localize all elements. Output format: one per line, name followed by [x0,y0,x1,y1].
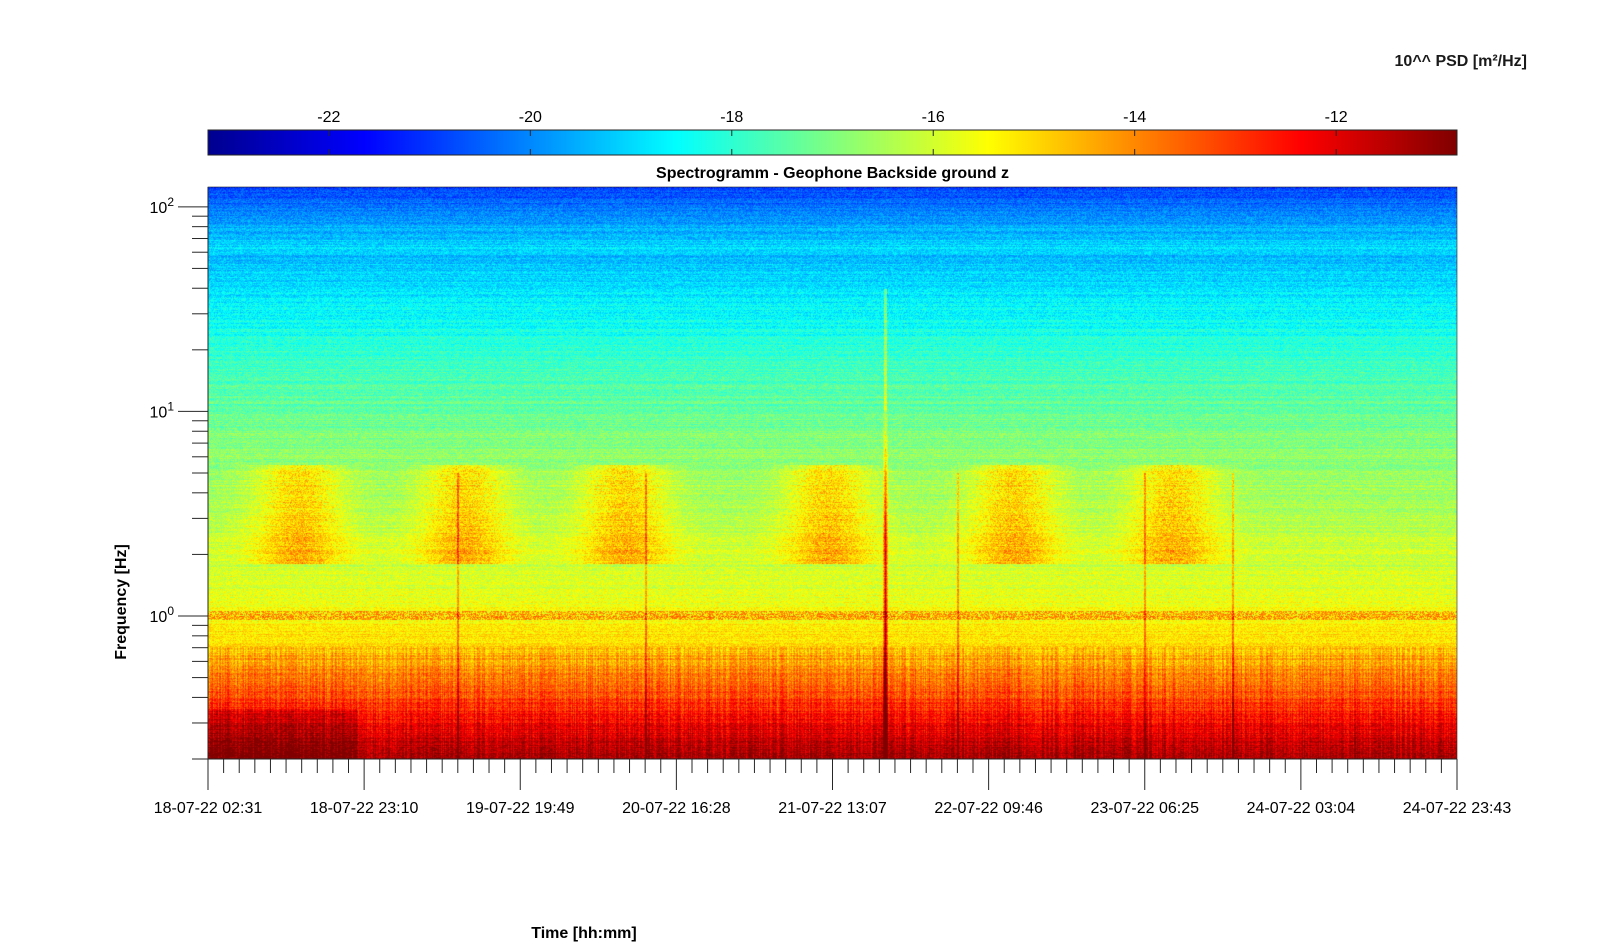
y-axis: 100 101 102 [150,187,209,760]
x-tick-label: 24-07-22 03:04 [1247,800,1356,817]
x-axis: 18-07-22 02:31 18-07-22 23:10 19-07-22 19:… [154,758,1512,817]
colorbar-tick-label: -18 [720,109,743,126]
colorbar-tick-label: -14 [1123,109,1146,126]
colorbar-gradient [207,129,1458,156]
colorbar-unit-label: 10^^ PSD [m²/Hz] [1394,53,1527,70]
x-tick-label: 20-07-22 16:28 [622,800,731,817]
x-axis-label: Time [hh:mm] [531,925,636,942]
colorbar-ticks: -22 -20 -18 -16 -14 -12 [317,109,1348,155]
x-tick-label: 24-07-22 23:43 [1403,800,1512,817]
colorbar: -22 -20 -18 -16 -14 -12 [207,109,1458,156]
x-tick-label: 18-07-22 23:10 [310,800,419,817]
colorbar-tick-label: -16 [922,109,945,126]
colorbar-tick-label: -12 [1325,109,1348,126]
x-tick-label: 18-07-22 02:31 [154,800,263,817]
y-tick-label: 102 [150,195,175,217]
y-tick-label: 101 [150,399,175,421]
y-axis-label: Frequency [Hz] [113,544,130,660]
x-tick-label: 21-07-22 13:07 [778,800,887,817]
colorbar-tick-label: -22 [317,109,340,126]
plot-area [207,186,1458,760]
chart-title: Spectrogramm - Geophone Backside ground … [656,165,1009,182]
x-tick-label: 19-07-22 19:49 [466,800,575,817]
colorbar-tick-label: -20 [519,109,542,126]
x-tick-label: 23-07-22 06:25 [1090,800,1199,817]
y-tick-label: 100 [150,604,175,626]
x-tick-label: 22-07-22 09:46 [934,800,1043,817]
spectrogram-heatmap [208,187,1457,759]
